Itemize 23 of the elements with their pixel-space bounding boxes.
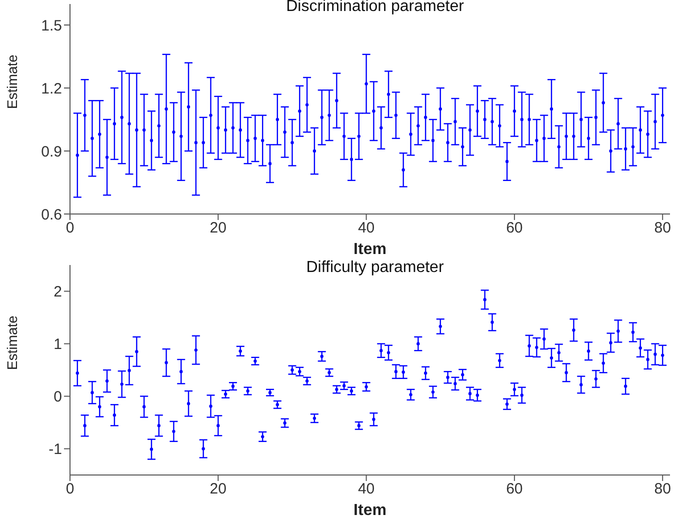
x-tick-label: 60 xyxy=(506,480,523,498)
x-tick-label: 80 xyxy=(654,220,671,237)
x-tick-label: 40 xyxy=(358,220,375,237)
x-tick-label: 20 xyxy=(210,220,226,237)
chart-title: Difficulty parameter xyxy=(306,259,444,276)
x-axis-title: Item xyxy=(354,241,386,258)
y-tick-label: 1.5 xyxy=(41,17,62,34)
x-tick-label: 40 xyxy=(358,480,375,498)
x-tick-label: 80 xyxy=(654,480,671,498)
x-axis-title: Item xyxy=(354,502,386,519)
x-tick-label: 0 xyxy=(66,480,74,498)
y-tick-label: 2 xyxy=(54,284,62,301)
y-tick-label: 0.9 xyxy=(41,143,62,160)
y-tick-label: 0.6 xyxy=(41,206,62,224)
y-tick-label: 1 xyxy=(54,336,62,354)
y-tick-label: 1.2 xyxy=(41,80,62,98)
x-tick-label: 60 xyxy=(506,220,523,237)
x-tick-label: 20 xyxy=(210,480,226,498)
y-tick-label: 0 xyxy=(54,388,62,406)
y-axis-title: Estimate xyxy=(4,54,20,109)
y-axis-title: Estimate xyxy=(4,315,20,370)
x-tick-label: 0 xyxy=(66,220,74,237)
y-tick-label: -1 xyxy=(48,441,62,458)
